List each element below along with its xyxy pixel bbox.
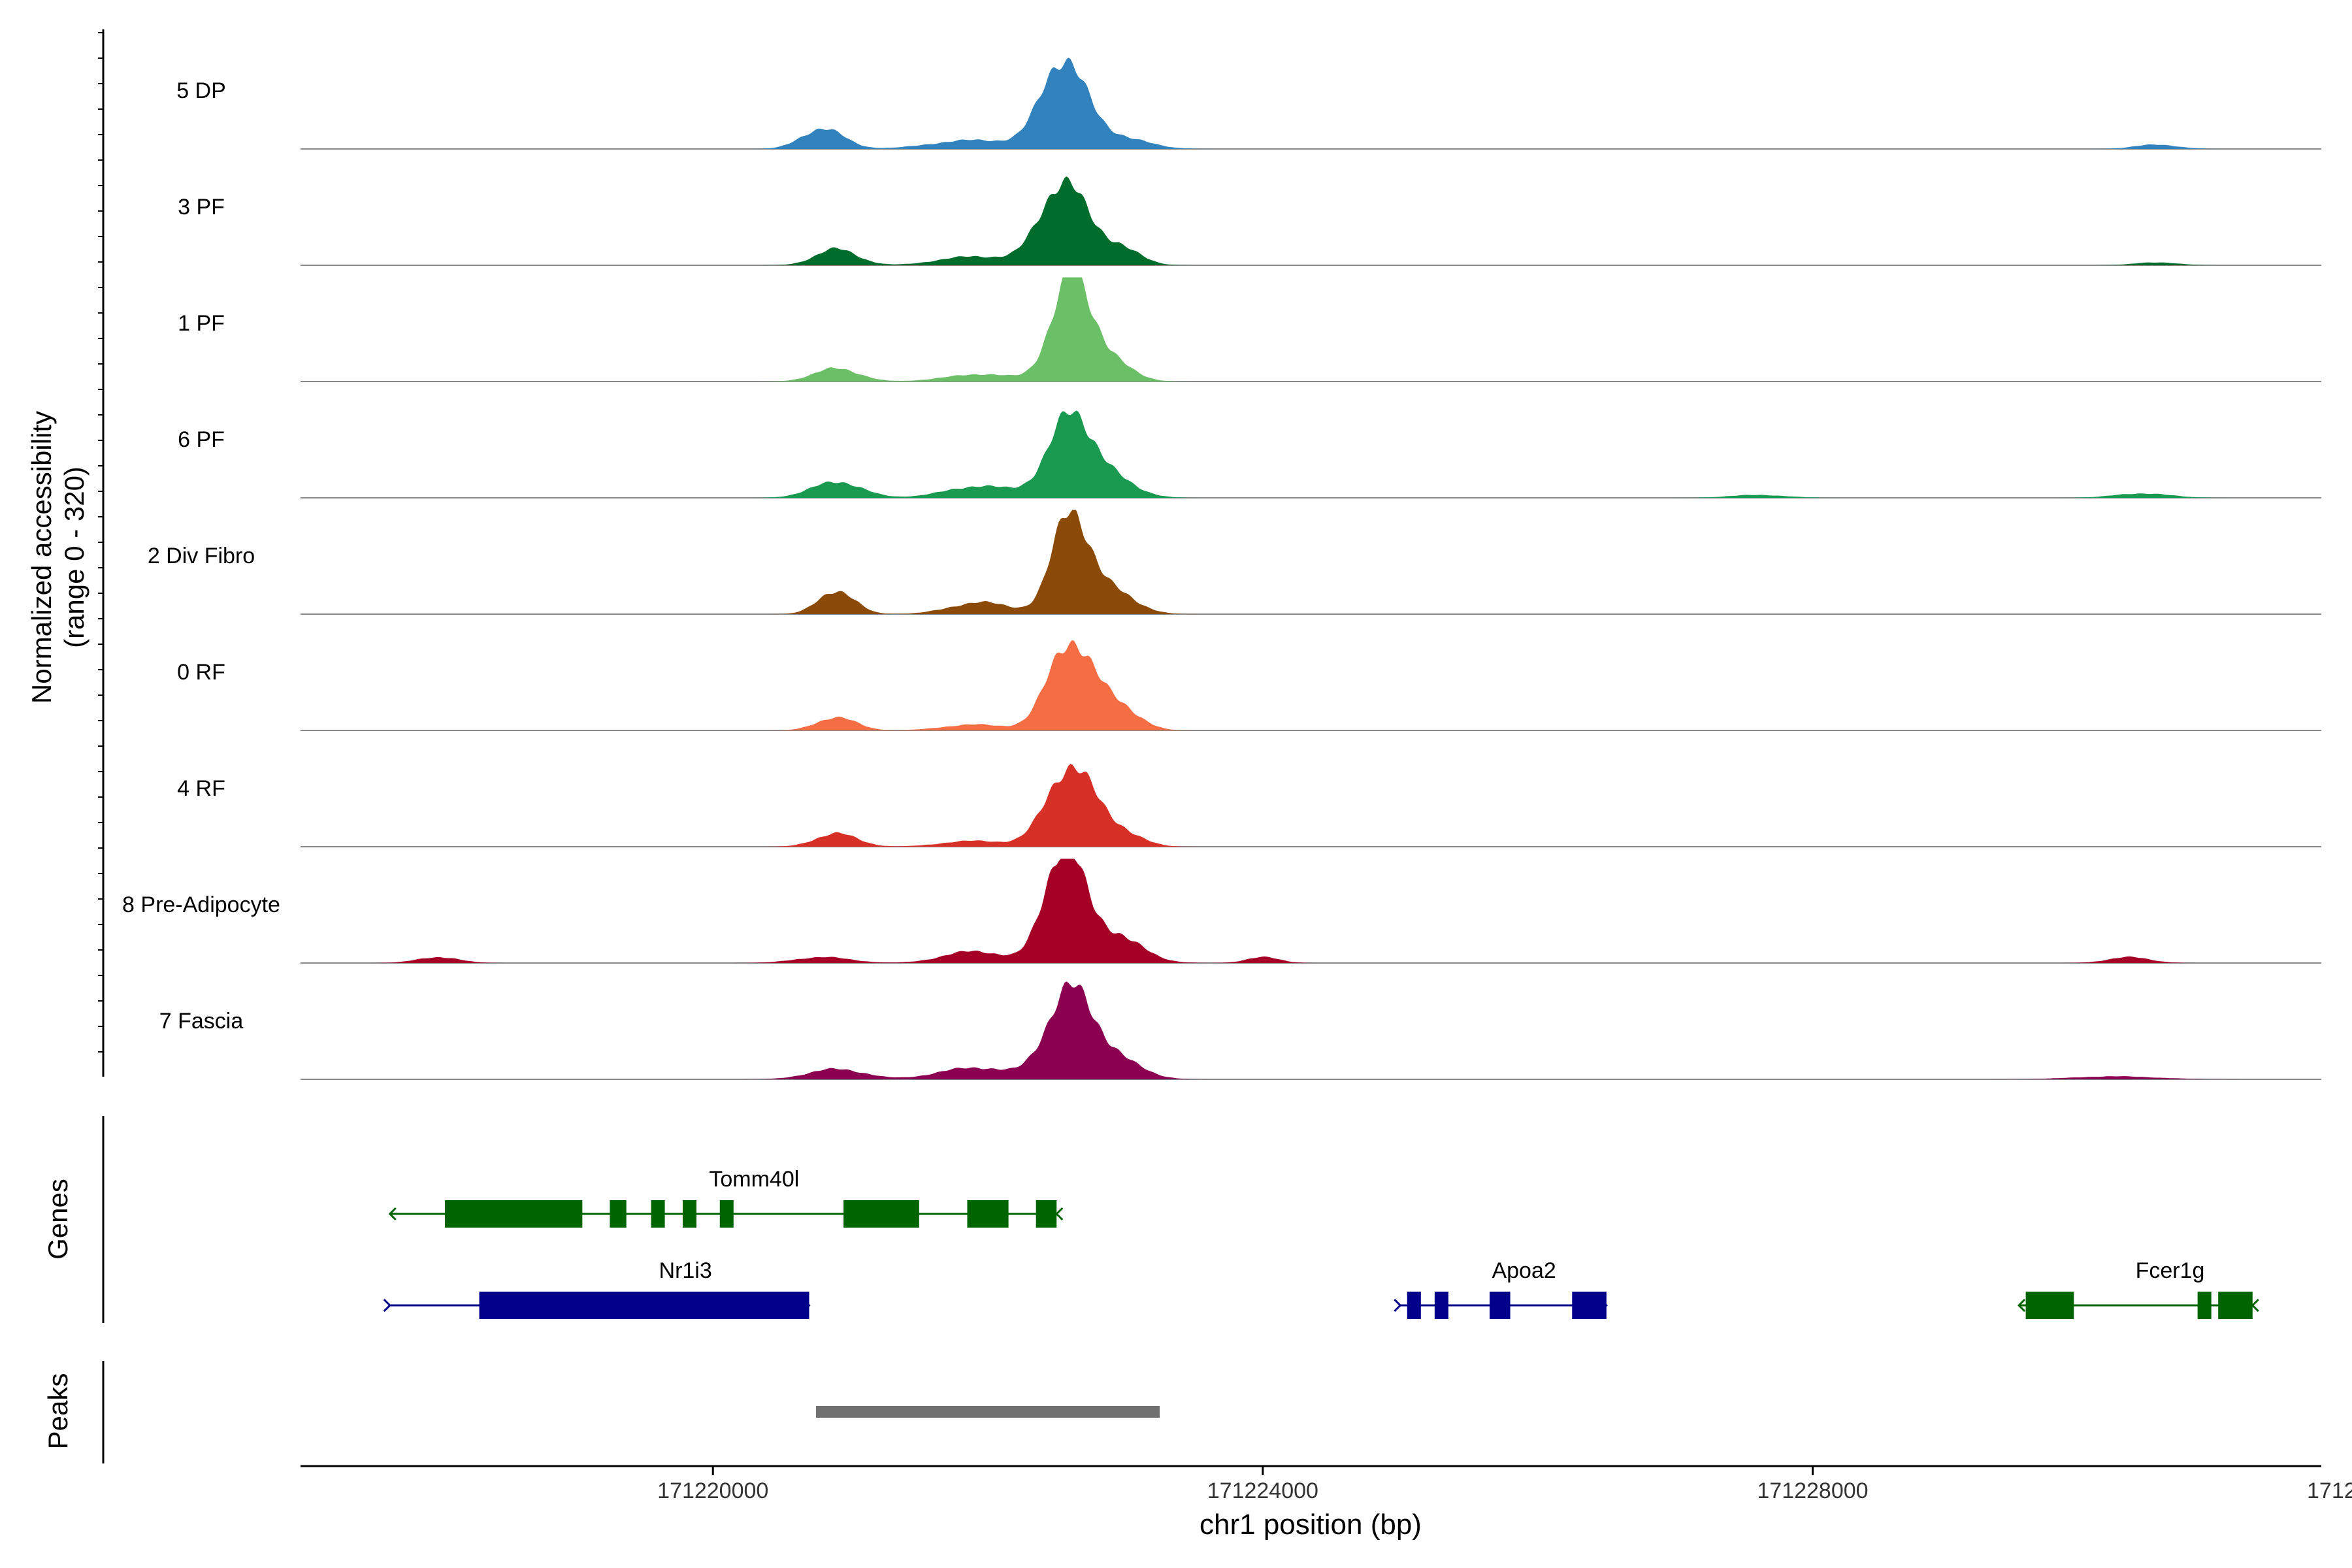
track-label: 2 Div Fibro <box>148 544 255 568</box>
y-axis-label-line1: Normalized accessibility <box>26 411 57 704</box>
track-label: 5 DP <box>176 78 226 103</box>
genes-track-label: Genes <box>42 1179 73 1260</box>
gene-exon <box>843 1200 919 1228</box>
track-label: 3 PF <box>178 195 225 220</box>
track-label: 4 RF <box>177 776 225 801</box>
x-tick-label: 171228000 <box>1757 1478 1868 1503</box>
peak-annotations <box>816 1406 1160 1418</box>
gene-exon <box>610 1200 627 1228</box>
coverage-y-ticks <box>98 32 103 1053</box>
gene-annotations: Tomm40l Nr1i3 Apoa2 Fcer1g <box>383 1167 2259 1319</box>
gene-strand-arrow <box>388 1207 397 1221</box>
gene-exon <box>2218 1292 2253 1319</box>
track-2: 1 PF <box>178 277 2321 382</box>
gene-exon <box>1407 1292 1421 1319</box>
gene-exon <box>479 1292 809 1319</box>
gene-exon <box>1434 1292 1448 1319</box>
x-axis: 171220000 171224000 171228000 171232000 <box>657 1466 2352 1503</box>
track-0: 5 DP <box>176 57 2321 150</box>
gene-strand-arrow <box>2251 1298 2259 1313</box>
gene-exon <box>682 1200 696 1228</box>
track-label: 8 Pre-Adipocyte <box>122 892 280 917</box>
track-5: 0 RF <box>177 640 2321 731</box>
gene-exon <box>2025 1292 2074 1319</box>
gene-strand-arrow <box>1055 1207 1064 1221</box>
gene-strand-arrow <box>2017 1298 2026 1313</box>
track-label: 7 Fascia <box>159 1009 244 1034</box>
x-tick-label: 171220000 <box>657 1478 768 1503</box>
x-axis-label: chr1 position (bp) <box>1200 1509 1422 1541</box>
gene-exon <box>1490 1292 1511 1319</box>
track-8: 7 Fascia <box>159 981 2321 1080</box>
gene-exon <box>651 1200 665 1228</box>
gene-label: Tomm40l <box>709 1167 799 1192</box>
coverage-tracks: 5 DP 3 PF 1 PF 6 PF 2 Div Fibro 0 RF 4 RF 8 Pre… <box>122 57 2321 1080</box>
gene-exon <box>2197 1292 2212 1319</box>
track-label: 6 PF <box>178 427 225 452</box>
gene-Apoa2: Apoa2 <box>1394 1258 1609 1319</box>
gene-strand-arrow <box>383 1298 391 1313</box>
gene-label: Apoa2 <box>1492 1258 1556 1283</box>
track-1: 3 PF <box>178 176 2321 266</box>
track-7: 8 Pre-Adipocyte <box>122 858 2321 964</box>
peaks-track-label: Peaks <box>42 1373 73 1450</box>
gene-strand-arrow <box>1394 1298 1402 1313</box>
gene-strand-arrow <box>1599 1298 1609 1313</box>
gene-label: Nr1i3 <box>659 1258 712 1283</box>
x-tick-label: 171232000 <box>2307 1478 2352 1503</box>
track-6: 4 RF <box>177 764 2321 847</box>
gene-strand-arrow <box>721 1207 730 1221</box>
track-label: 1 PF <box>178 311 225 336</box>
gene-exon <box>1572 1292 1607 1319</box>
gene-Nr1i3: Nr1i3 <box>383 1258 811 1319</box>
x-tick-label: 171224000 <box>1207 1478 1318 1503</box>
track-3: 6 PF <box>178 410 2321 498</box>
gene-Fcer1g: Fcer1g <box>2017 1258 2259 1319</box>
gene-label: Fcer1g <box>2136 1258 2205 1283</box>
track-label: 0 RF <box>177 660 225 685</box>
gene-exon <box>719 1200 734 1228</box>
gene-exon <box>1036 1200 1057 1228</box>
gene-exon <box>967 1200 1009 1228</box>
track-4: 2 Div Fibro <box>148 510 2321 615</box>
peak-bar <box>816 1406 1160 1418</box>
gene-Tomm40l: Tomm40l <box>388 1167 1064 1228</box>
gene-exon <box>444 1200 583 1228</box>
y-axis-label-line2: (range 0 - 320) <box>59 466 90 648</box>
gene-strand-arrow <box>802 1298 811 1313</box>
